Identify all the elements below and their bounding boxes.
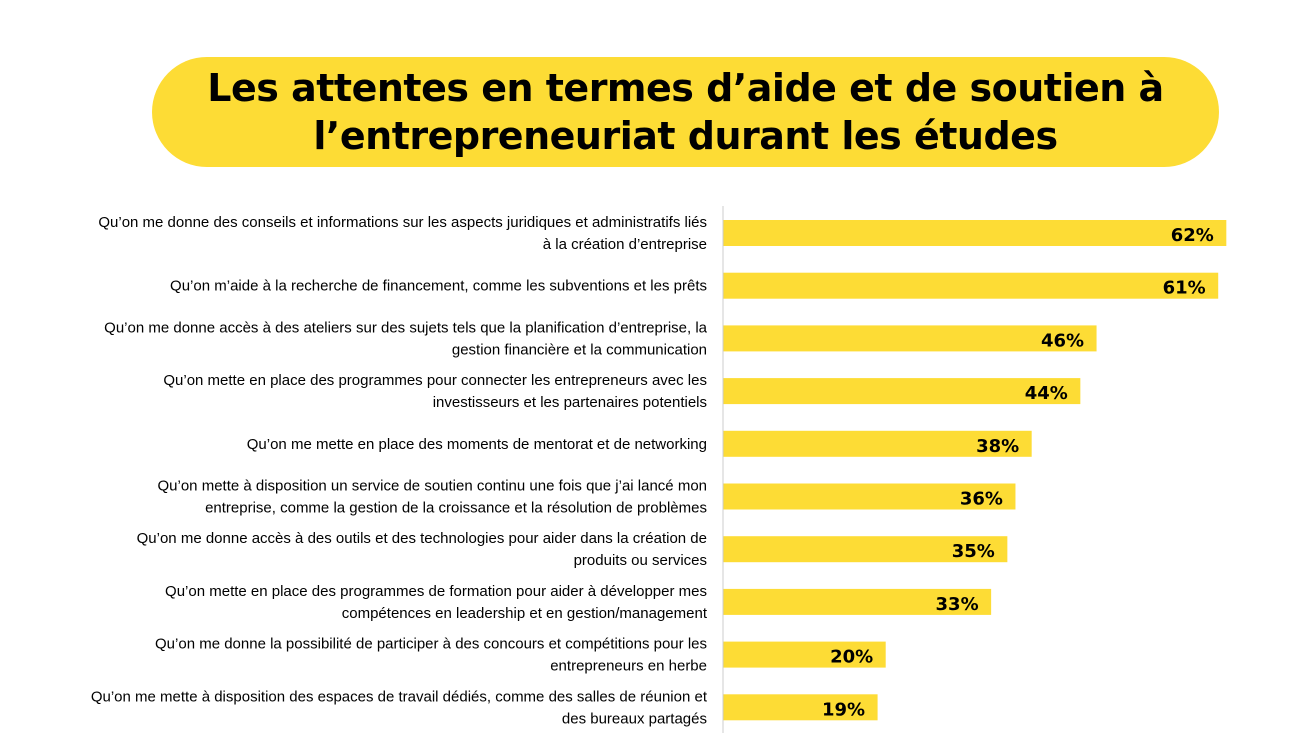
category-label-2: Qu’on m’aide à la recherche de financeme…	[170, 278, 707, 295]
chart-title-banner: Les attentes en termes d’aide et de sout…	[152, 57, 1219, 167]
category-label-10-line-1: Qu’on me mette à disposition des espaces…	[91, 688, 708, 705]
category-label-9: Qu’on me donne la possibilité de partici…	[155, 636, 707, 675]
category-label-9-line-2: entrepreneurs en herbe	[550, 658, 707, 675]
category-label-4-line-2: investisseurs et les partenaires potenti…	[433, 394, 707, 411]
bar-10	[723, 694, 878, 721]
category-label-7: Qu’on me donne accès à des outils et des…	[137, 530, 707, 569]
bar-9	[723, 641, 886, 668]
category-label-10: Qu’on me mette à disposition des espaces…	[91, 688, 708, 727]
category-label-3-line-2: gestion financière et la communication	[452, 341, 707, 358]
data-label-10: 19%	[822, 699, 865, 720]
bar-2	[723, 272, 1219, 299]
data-label-6: 36%	[960, 489, 1003, 510]
category-label-6-line-1: Qu’on mette à disposition un service de …	[158, 478, 708, 495]
data-label-5: 38%	[976, 436, 1019, 457]
data-label-4: 44%	[1025, 383, 1068, 404]
category-label-7-line-1: Qu’on me donne accès à des outils et des…	[137, 530, 707, 547]
category-label-3: Qu’on me donne accès à des ateliers sur …	[104, 319, 707, 358]
category-label-9-line-1: Qu’on me donne la possibilité de partici…	[155, 636, 707, 653]
bar-7	[723, 536, 1008, 563]
category-label-1-line-2: à la création d’entreprise	[543, 236, 707, 253]
chart-title-line-1: Les attentes en termes d’aide et de sout…	[207, 66, 1164, 110]
category-label-8-line-1: Qu’on mette en place des programmes de f…	[165, 583, 707, 600]
category-label-2-line-1: Qu’on m’aide à la recherche de financeme…	[170, 278, 707, 295]
bar-5	[723, 430, 1032, 457]
category-label-8: Qu’on mette en place des programmes de f…	[165, 583, 708, 622]
data-label-7: 35%	[952, 541, 995, 562]
bar-4	[723, 378, 1081, 405]
data-label-8: 33%	[936, 594, 979, 615]
data-label-2: 61%	[1163, 278, 1206, 299]
category-label-5: Qu’on me mette en place des moments de m…	[247, 436, 707, 453]
data-label-9: 20%	[830, 647, 873, 668]
chart-title-line-2: l’entrepreneuriat durant les études	[313, 114, 1058, 158]
bar-8	[723, 588, 992, 615]
category-label-8-line-2: compétences en leadership et en gestion/…	[342, 605, 708, 622]
category-label-4: Qu’on mette en place des programmes pour…	[163, 372, 707, 411]
category-label-1-line-1: Qu’on me donne des conseils et informati…	[98, 214, 707, 231]
category-label-5-line-1: Qu’on me mette en place des moments de m…	[247, 436, 707, 453]
category-label-6-line-2: entreprise, comme la gestion de la crois…	[205, 500, 707, 517]
bar-3	[723, 325, 1097, 352]
category-label-7-line-2: produits ou services	[574, 552, 707, 569]
bar-1	[723, 220, 1227, 246]
category-label-6: Qu’on mette à disposition un service de …	[158, 478, 708, 517]
category-label-10-line-2: des bureaux partagés	[562, 710, 707, 727]
category-label-3-line-1: Qu’on me donne accès à des ateliers sur …	[104, 319, 707, 336]
category-label-4-line-1: Qu’on mette en place des programmes pour…	[163, 372, 707, 389]
data-label-3: 46%	[1041, 330, 1084, 351]
category-label-1: Qu’on me donne des conseils et informati…	[98, 214, 707, 253]
data-label-1: 62%	[1171, 225, 1214, 246]
bar-chart: 62% Qu’on me donne des conseils et inform…	[91, 206, 1227, 733]
bar-6	[723, 483, 1016, 510]
